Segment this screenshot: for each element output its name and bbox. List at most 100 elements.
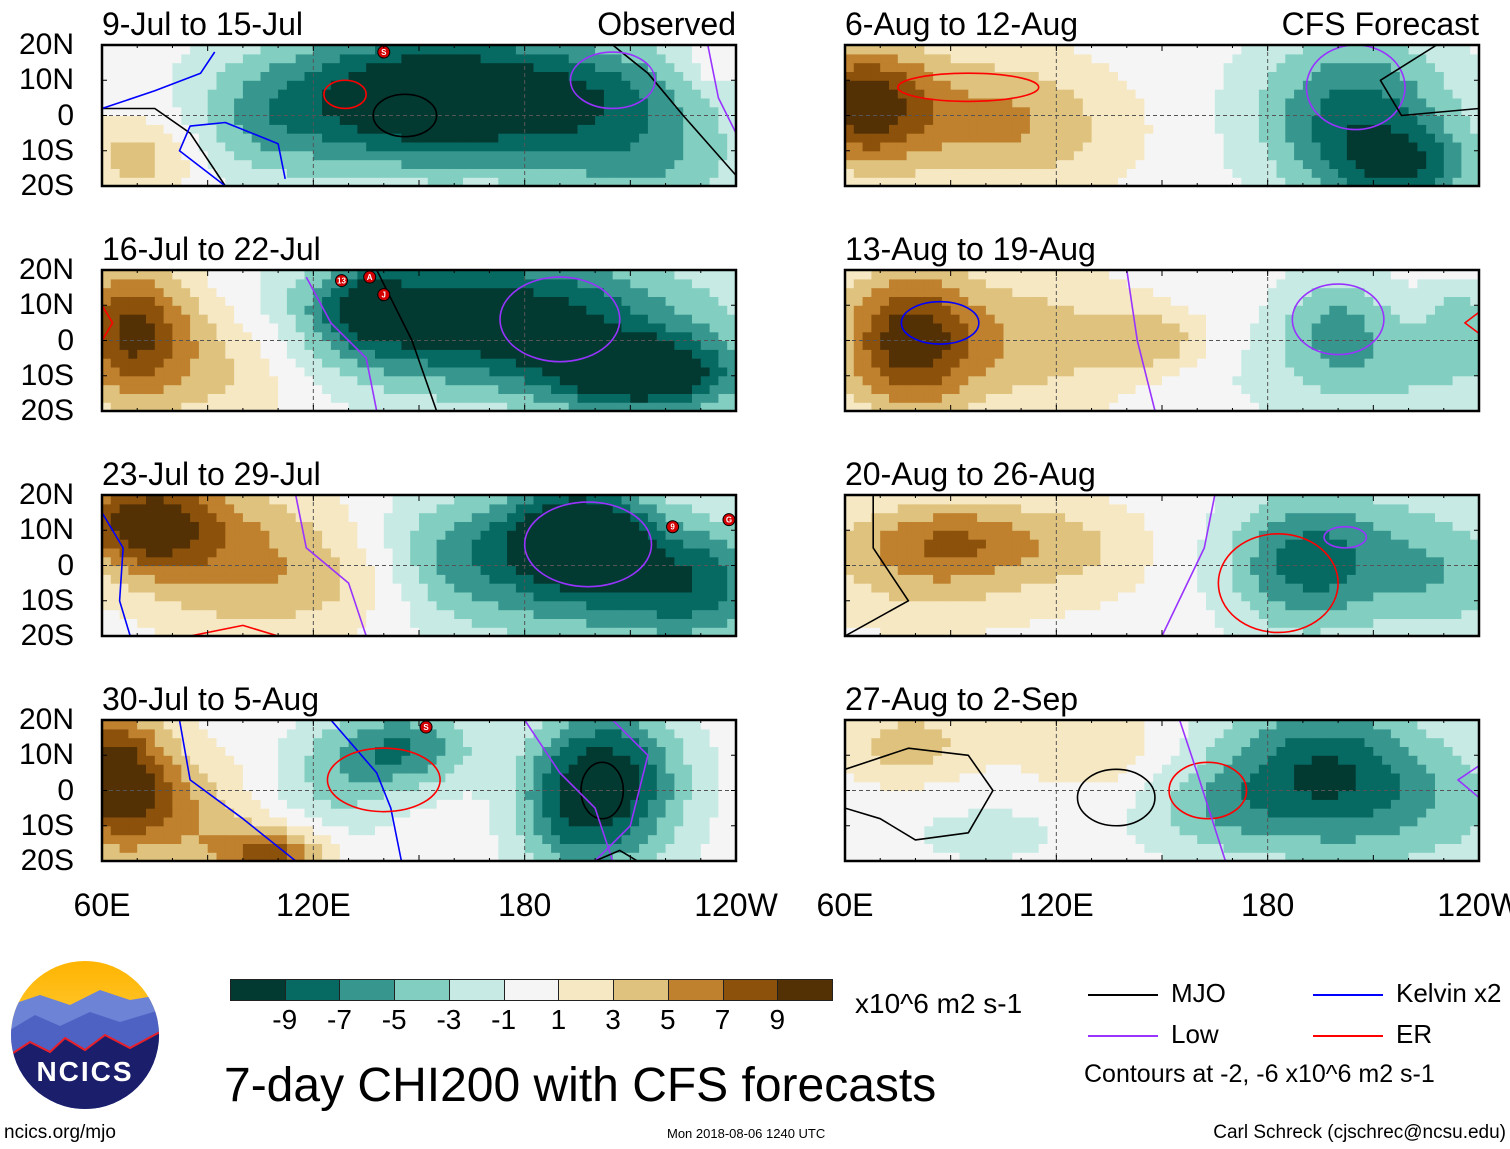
field-cell [718, 53, 728, 64]
field-cell [577, 115, 587, 125]
field-cell [163, 556, 173, 567]
field-cell [674, 366, 684, 377]
field-cell [718, 340, 728, 350]
field-cell [683, 278, 693, 289]
field-cell [383, 393, 394, 403]
field-cell [1223, 177, 1233, 186]
field-cell [845, 402, 855, 411]
field-cell [1144, 296, 1154, 306]
field-cell [1346, 384, 1357, 394]
field-cell [727, 177, 736, 186]
field-cell [1126, 270, 1137, 280]
field-cell [198, 539, 209, 549]
field-cell [454, 314, 464, 324]
contour-er [897, 72, 1040, 103]
field-cell [880, 141, 890, 152]
field-cell [225, 618, 235, 628]
field-cell [727, 97, 736, 108]
field-cell [683, 402, 693, 411]
field-cell [1188, 106, 1198, 117]
field-cell [515, 287, 526, 297]
field-cell [1223, 97, 1233, 108]
field-cell [630, 270, 640, 280]
field-cell [1338, 177, 1348, 186]
field-cell [533, 384, 543, 394]
field-cell [154, 296, 165, 306]
field-cell [1250, 106, 1260, 117]
field-cell [251, 402, 262, 411]
field-cell [507, 71, 517, 81]
field-cell [507, 115, 517, 125]
field-cell [1091, 97, 1101, 108]
field-cell [1003, 366, 1013, 377]
field-cell [551, 402, 561, 411]
field-cell [260, 97, 270, 108]
field-cell [1047, 331, 1057, 342]
field-cell [1223, 106, 1233, 117]
field-cell [1320, 358, 1330, 368]
field-cell [1162, 322, 1172, 333]
field-cell [542, 62, 552, 72]
field-cell [621, 124, 631, 134]
field-cell [286, 393, 297, 403]
field-cell [181, 349, 191, 359]
field-cell [419, 270, 429, 280]
field-cell [1003, 270, 1013, 280]
field-cell [1250, 150, 1260, 161]
field-cell [683, 97, 693, 108]
field-cell [1100, 97, 1110, 108]
field-cell [383, 53, 394, 64]
field-cell [366, 384, 376, 394]
field-cell [1038, 296, 1049, 306]
field-cell [1258, 340, 1269, 350]
field-cell [269, 53, 279, 64]
field-cell [542, 314, 552, 324]
field-cell [1311, 71, 1322, 81]
field-cell [1197, 287, 1207, 297]
field-cell [1267, 89, 1278, 99]
field-cell [977, 270, 987, 280]
field-cell [1285, 322, 1295, 333]
field-cell [163, 278, 173, 289]
field-cell [1082, 106, 1093, 117]
field-cell [454, 358, 464, 368]
field-cell [1364, 89, 1374, 99]
field-cell [1003, 340, 1013, 350]
field-cell [1170, 177, 1181, 186]
field-cell [119, 600, 129, 611]
field-cell [880, 97, 890, 108]
field-cell [853, 53, 864, 64]
field-cell [454, 375, 464, 386]
field-cell [454, 150, 464, 161]
field-cell [1241, 124, 1251, 134]
field-cell [853, 106, 864, 117]
field-cell [242, 521, 253, 531]
field-cell [1100, 71, 1110, 81]
field-cell [1408, 340, 1418, 350]
field-cell [559, 305, 570, 315]
field-cell [198, 106, 209, 117]
field-cell [181, 124, 191, 134]
field-cell [1206, 384, 1216, 394]
field-cell [1302, 366, 1313, 377]
field-cell [1223, 331, 1233, 342]
field-cell [269, 556, 279, 567]
field-cell [1179, 331, 1189, 342]
field-cell [1056, 80, 1066, 90]
contour-mjo [102, 107, 226, 186]
field-cell [1355, 366, 1366, 377]
field-cell [163, 124, 173, 134]
field-cell [915, 278, 925, 289]
field-cell [933, 177, 943, 186]
field-cell [1399, 71, 1410, 81]
field-cell [419, 314, 429, 324]
field-cell [128, 384, 138, 394]
field-cell [225, 512, 235, 522]
field-cell [1276, 62, 1286, 72]
field-cell [1056, 305, 1066, 315]
field-cell [507, 296, 517, 306]
field-cell [630, 106, 640, 117]
field-cell [436, 124, 446, 134]
field-cell [1258, 358, 1269, 368]
field-cell [1276, 322, 1286, 333]
